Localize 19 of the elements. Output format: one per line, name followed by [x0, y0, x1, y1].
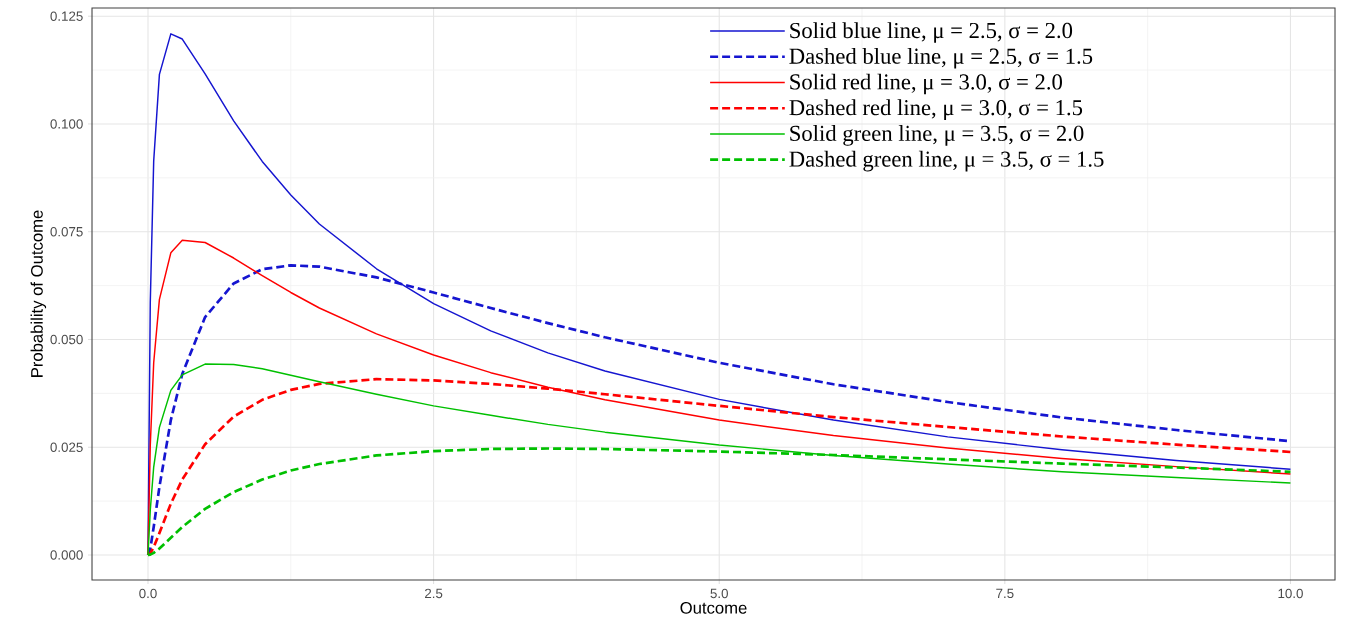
x-tick-label: 0.0: [139, 588, 157, 599]
x-tick-label: 5.0: [710, 588, 728, 599]
legend-label: Dashed blue line, μ = 2.5, σ = 1.5: [789, 47, 1093, 69]
x-tick-label: 10.0: [1278, 588, 1303, 599]
legend-label: Dashed green line, μ = 3.5, σ = 1.5: [789, 150, 1104, 172]
y-tick-label: 0.000: [50, 550, 83, 560]
legend-label: Dashed red line, μ = 3.0, σ = 1.5: [789, 99, 1083, 120]
x-tick-label: 2.5: [425, 588, 443, 599]
y-tick-label: 0.075: [50, 227, 83, 237]
y-tick-label: 0.125: [50, 11, 83, 21]
y-tick-label: 0.025: [50, 442, 83, 452]
y-tick-label: 0.100: [50, 119, 83, 129]
x-axis-title: Outcome: [680, 601, 747, 614]
legend-label: Solid green line, μ = 3.5, σ = 2.0: [790, 125, 1084, 146]
y-tick-label: 0.050: [50, 334, 83, 345]
y-axis-title: Probability of Outcome: [30, 210, 47, 377]
legend-label: Solid blue line, μ = 2.5, σ = 2.0: [790, 22, 1073, 43]
legend-label: Solid red line, μ = 3.0, σ = 2.0: [790, 73, 1062, 95]
x-tick-label: 7.5: [996, 588, 1014, 599]
